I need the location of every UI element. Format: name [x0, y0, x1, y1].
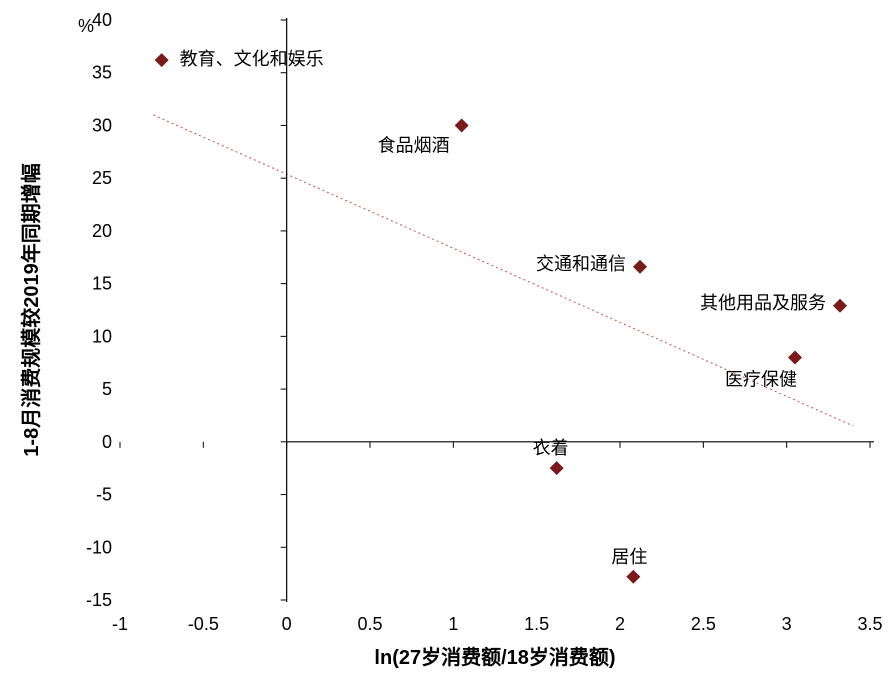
- x-tick-label: 0: [282, 614, 292, 634]
- y-tick-label: 40: [92, 10, 112, 30]
- data-label: 居住: [611, 547, 647, 567]
- y-tick-label: 25: [92, 168, 112, 188]
- y-tick-label: -5: [96, 485, 112, 505]
- y-tick-label: 35: [92, 63, 112, 83]
- x-axis-title: ln(27岁消费额/18岁消费额): [374, 645, 615, 669]
- data-label: 交通和通信: [536, 254, 626, 274]
- y-tick-label: 15: [92, 274, 112, 294]
- y-tick-label: -10: [86, 537, 112, 557]
- y-unit-label: %: [78, 16, 94, 36]
- y-tick-label: 0: [102, 432, 112, 452]
- x-tick-label: 1.5: [524, 614, 549, 634]
- data-label: 医疗保健: [725, 369, 797, 389]
- y-tick-label: 30: [92, 115, 112, 135]
- y-tick-label: 10: [92, 326, 112, 346]
- data-label: 衣着: [533, 438, 569, 458]
- x-tick-label: 1: [448, 614, 458, 634]
- x-tick-label: 2: [615, 614, 625, 634]
- y-tick-label: 20: [92, 221, 112, 241]
- y-tick-label: -15: [86, 590, 112, 610]
- data-label: 其他用品及服务: [700, 293, 826, 313]
- y-tick-label: 5: [102, 379, 112, 399]
- x-tick-label: 2.5: [691, 614, 716, 634]
- y-axis-title: 1-8月消费规模较2019年同期增幅: [19, 163, 43, 456]
- x-tick-label: 3.5: [857, 614, 882, 634]
- data-label: 食品烟酒: [378, 135, 450, 155]
- chart-svg: -1 -0.5 0 0.5 1 1.5 2 2.5 3 3.5 -15 -10 -5 0 5 10 15 20 25…: [0, 0, 891, 692]
- x-tick-label: 3: [782, 614, 792, 634]
- chart-background: [0, 0, 891, 692]
- data-label: 教育、文化和娱乐: [180, 49, 324, 69]
- x-tick-label: -0.5: [188, 614, 219, 634]
- x-tick-label: -1: [112, 614, 128, 634]
- x-tick-label: 0.5: [357, 614, 382, 634]
- scatter-chart: -1 -0.5 0 0.5 1 1.5 2 2.5 3 3.5 -15 -10 -5 0 5 10 15 20 25…: [0, 0, 891, 692]
